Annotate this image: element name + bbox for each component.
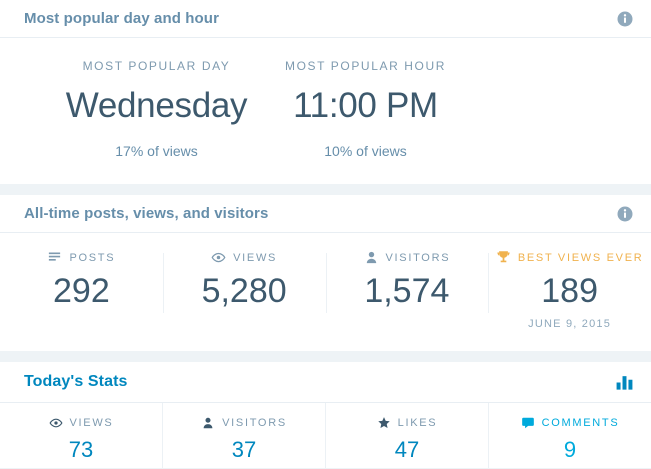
views-value: 5,280	[201, 272, 287, 310]
person-icon	[201, 416, 215, 430]
views-label: VIEWS	[233, 251, 278, 264]
speech-bubble-icon	[521, 416, 535, 430]
best-views-label: BEST VIEWS EVER	[517, 251, 644, 264]
most-popular-day-share: 17% of views	[115, 143, 198, 159]
most-popular-hour-label: MOST POPULAR HOUR	[285, 59, 446, 73]
eye-icon	[49, 416, 63, 430]
trophy-icon	[496, 250, 511, 265]
today-stats-title[interactable]: Today's Stats	[24, 373, 128, 390]
most-popular-header: Most popular day and hour	[0, 0, 651, 38]
today-stats-card: Today's Stats VIEWS 73 VISITORS 37	[0, 362, 651, 468]
best-views-value: 189	[541, 272, 598, 310]
tab-views-label: VIEWS	[69, 417, 114, 429]
tab-visitors-value: 37	[231, 437, 257, 462]
tab-likes-value: 47	[394, 437, 420, 462]
posts-list-icon	[47, 250, 62, 265]
tab-views[interactable]: VIEWS 73	[0, 403, 162, 468]
all-time-visitors-cell: VISITORS 1,574	[325, 250, 489, 331]
most-popular-title: Most popular day and hour	[24, 10, 220, 27]
all-time-card: All-time posts, views, and visitors POST…	[0, 195, 651, 351]
star-icon	[377, 416, 391, 430]
tab-comments-label: COMMENTS	[541, 417, 620, 429]
all-time-body: POSTS 292 VIEWS 5,280 VISITORS 1,574	[0, 233, 651, 351]
most-popular-body: MOST POPULAR DAY Wednesday 17% of views …	[0, 38, 651, 184]
all-time-header: All-time posts, views, and visitors	[0, 195, 651, 233]
most-popular-card: Most popular day and hour MOST POPULAR D…	[0, 0, 651, 184]
eye-icon	[211, 250, 226, 265]
all-time-views-cell: VIEWS 5,280	[162, 250, 326, 331]
tab-visitors[interactable]: VISITORS 37	[162, 403, 325, 468]
most-popular-hour-share: 10% of views	[324, 143, 407, 159]
most-popular-day-cell: MOST POPULAR DAY Wednesday 17% of views	[52, 59, 261, 184]
most-popular-hour-cell: MOST POPULAR HOUR 11:00 PM 10% of views	[261, 59, 470, 184]
info-icon[interactable]	[616, 205, 634, 223]
best-views-date: JUNE 9, 2015	[528, 318, 612, 330]
all-time-best-views-cell: BEST VIEWS EVER 189 JUNE 9, 2015	[488, 250, 651, 331]
visitors-label: VISITORS	[385, 251, 451, 264]
tab-likes[interactable]: LIKES 47	[325, 403, 488, 468]
most-popular-day-value: Wednesday	[65, 86, 248, 125]
today-stats-tabs: VIEWS 73 VISITORS 37 LIKES 47	[0, 402, 651, 468]
tab-comments[interactable]: COMMENTS 9	[488, 403, 651, 468]
tab-likes-label: LIKES	[397, 417, 438, 429]
bar-chart-icon[interactable]	[615, 373, 634, 392]
most-popular-hour-value: 11:00 PM	[293, 86, 438, 125]
tab-comments-value: 9	[563, 437, 577, 462]
info-icon[interactable]	[616, 10, 634, 28]
posts-value: 292	[53, 272, 110, 310]
visitors-value: 1,574	[364, 272, 450, 310]
most-popular-day-label: MOST POPULAR DAY	[82, 59, 231, 73]
person-icon	[364, 250, 379, 265]
posts-label: POSTS	[69, 251, 116, 264]
today-stats-header: Today's Stats	[0, 362, 651, 402]
tab-views-value: 73	[68, 437, 94, 462]
all-time-posts-cell: POSTS 292	[0, 250, 163, 331]
tab-visitors-label: VISITORS	[222, 417, 287, 429]
all-time-title: All-time posts, views, and visitors	[24, 205, 269, 222]
